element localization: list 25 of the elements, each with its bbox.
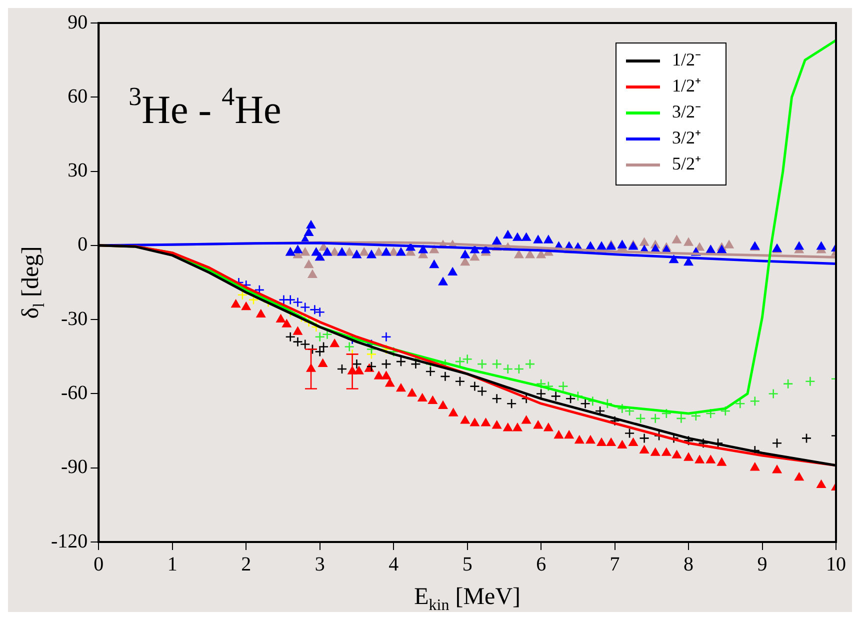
y-tick-label: -120: [50, 530, 88, 552]
x-tick-label: 5: [462, 553, 472, 576]
x-tick-label: 3: [314, 553, 325, 576]
x-tick-label: 10: [826, 553, 846, 576]
legend-label: 1/2⁻: [672, 50, 702, 70]
x-tick-label: 0: [94, 553, 104, 576]
y-tick-label: -90: [60, 456, 88, 478]
legend-label: 1/2⁺: [672, 76, 702, 96]
x-tick-label: 9: [757, 553, 768, 576]
y-tick-label: 0: [78, 234, 88, 256]
x-tick-label: 8: [684, 553, 694, 576]
y-tick-label: -30: [60, 308, 88, 330]
x-tick-label: 6: [536, 553, 546, 576]
y-axis-title: δl [deg]: [18, 246, 48, 319]
x-tick-label: 4: [388, 553, 399, 576]
x-tick-label: 7: [610, 553, 620, 576]
y-tick-label: 60: [68, 85, 88, 108]
legend-label: 3/2⁻: [672, 102, 702, 122]
legend-label: 5/2⁺: [672, 154, 702, 174]
y-tick-label: 90: [68, 11, 88, 34]
y-tick-label: -60: [60, 382, 88, 404]
y-tick-label: 30: [68, 160, 88, 182]
x-tick-label: 1: [167, 553, 178, 576]
x-tick-label: 2: [241, 553, 252, 576]
legend-label: 3/2⁺: [672, 128, 702, 148]
